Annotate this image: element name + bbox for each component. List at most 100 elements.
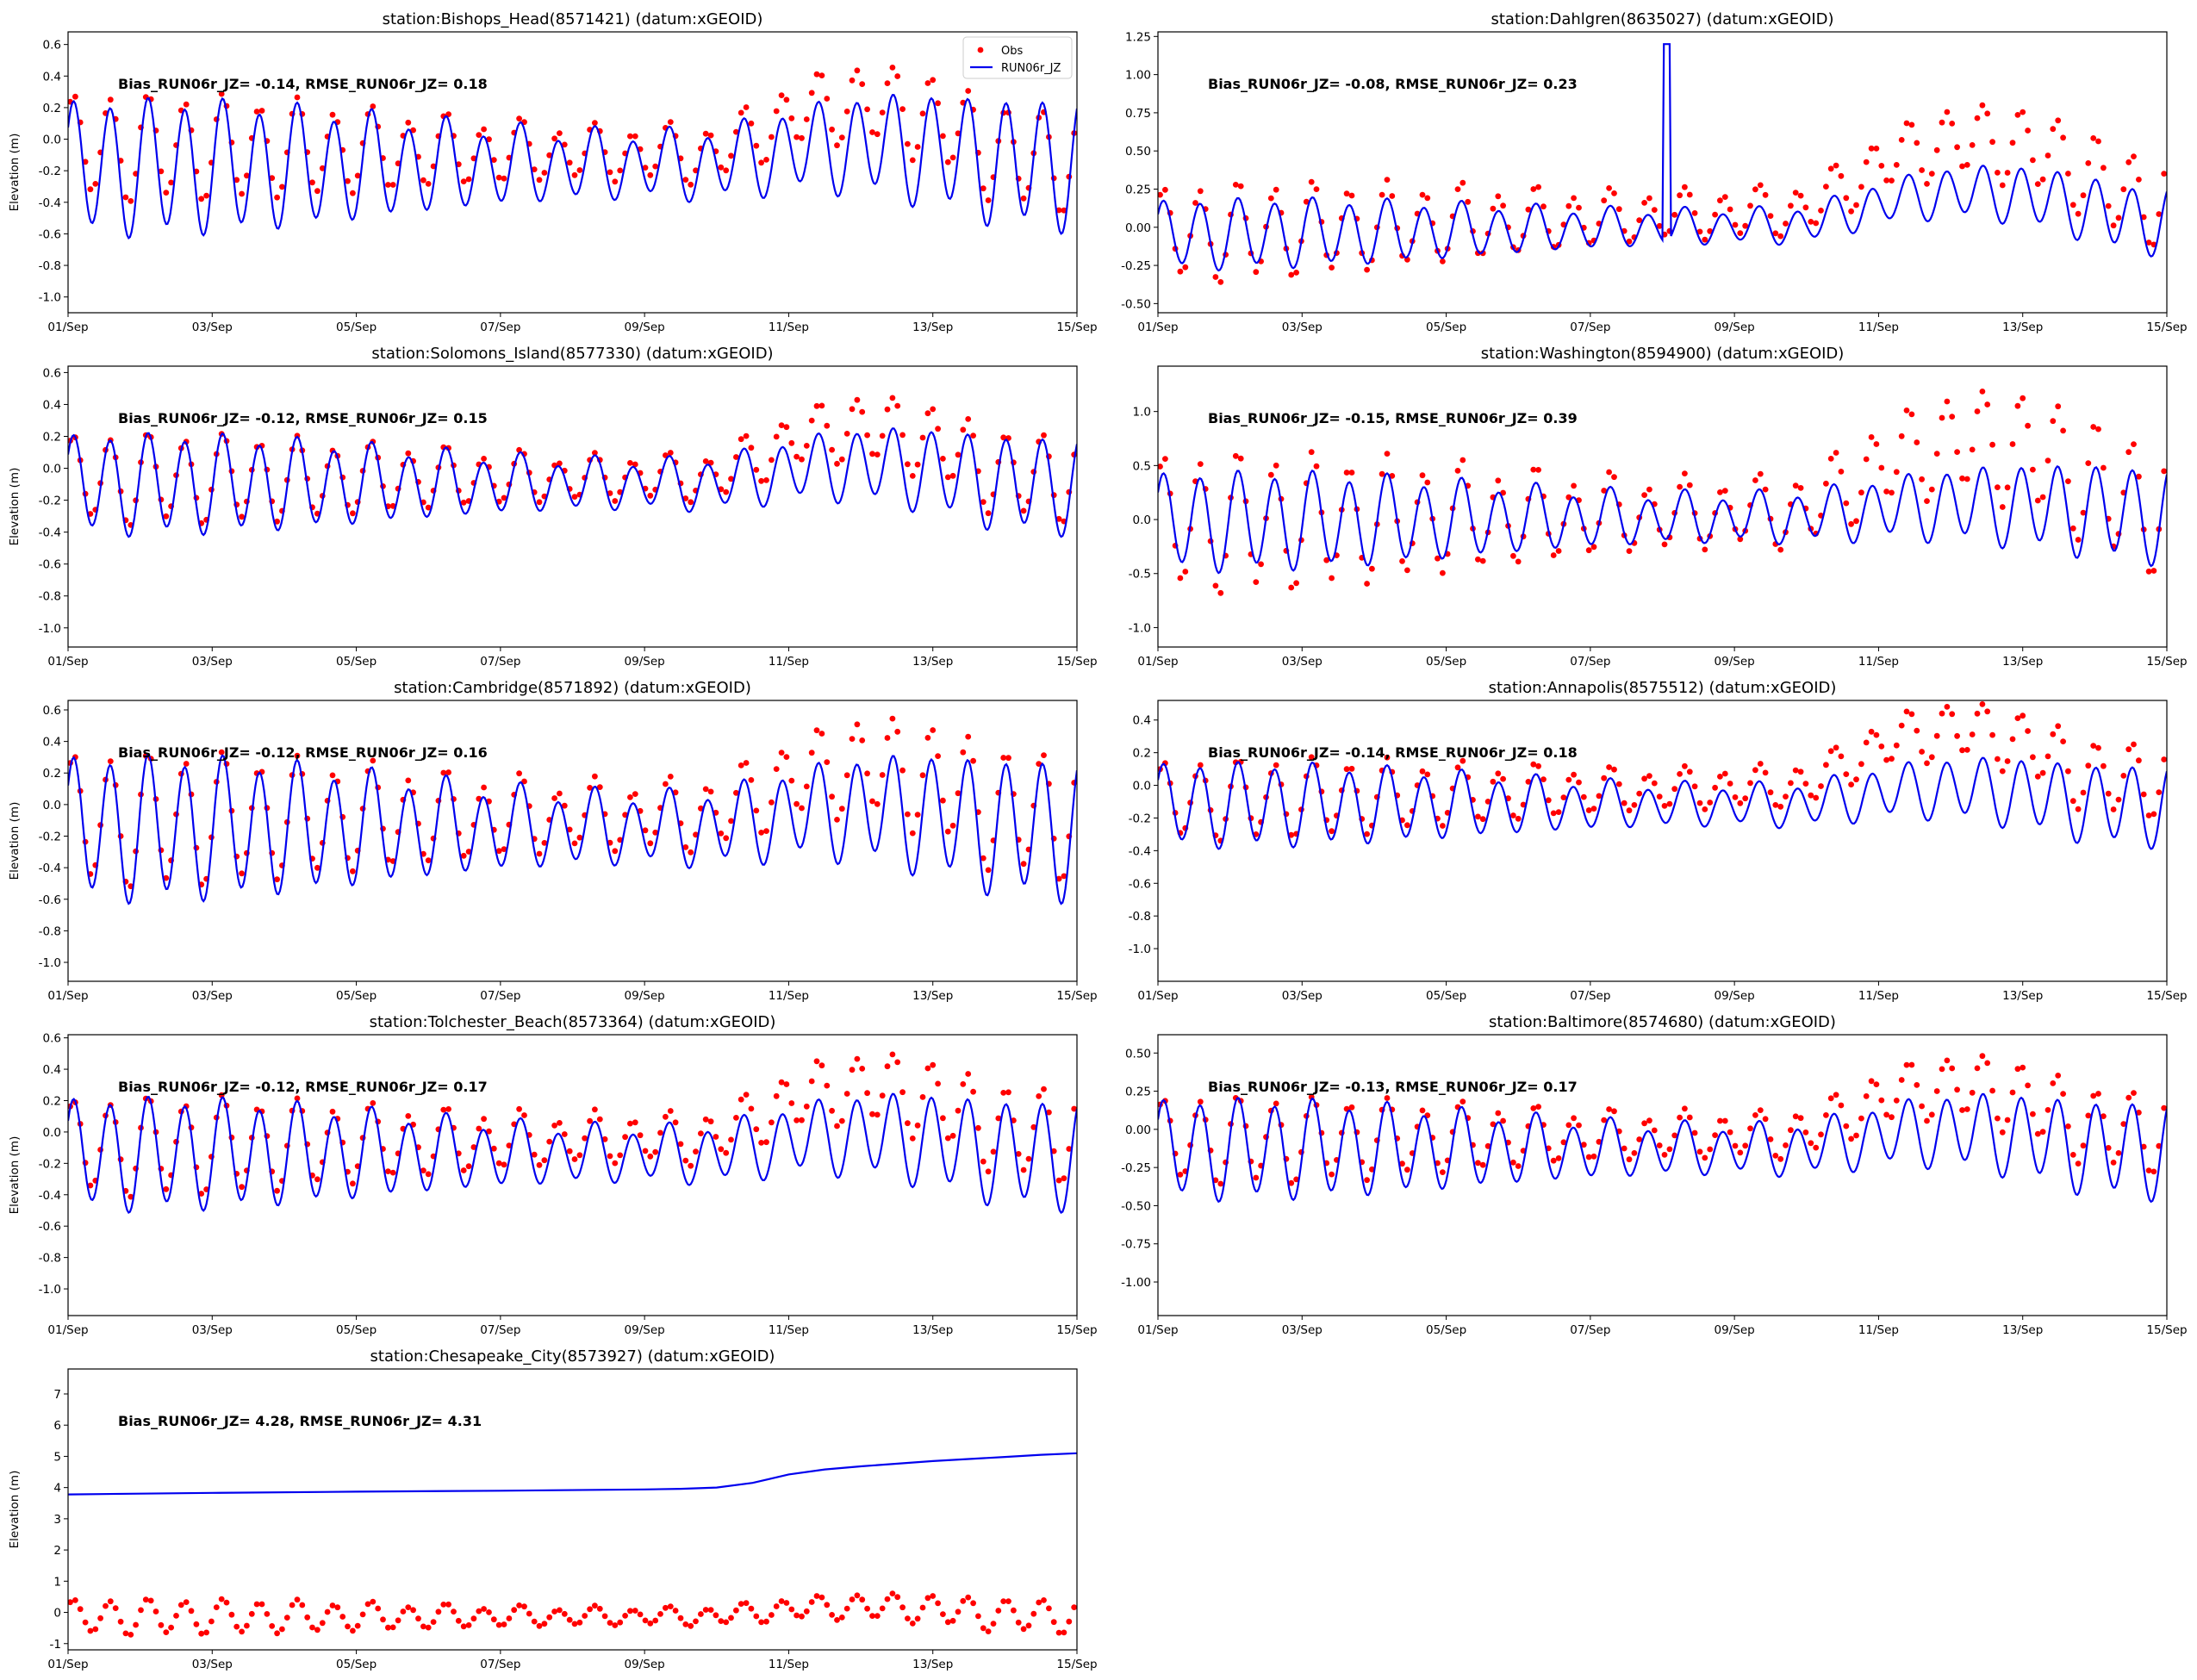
obs-point bbox=[944, 828, 951, 835]
obs-point bbox=[1560, 794, 1567, 800]
obs-point bbox=[728, 476, 734, 482]
obs-point bbox=[914, 1615, 921, 1622]
obs-point bbox=[980, 1625, 986, 1632]
obs-point bbox=[909, 1621, 916, 1627]
obs-point bbox=[1939, 710, 1945, 717]
obs-point bbox=[2161, 171, 2167, 177]
obs-point bbox=[430, 1619, 437, 1625]
obs-point bbox=[743, 1092, 750, 1098]
obs-point bbox=[2039, 176, 2046, 183]
y-tick-label: 0.2 bbox=[1133, 747, 1151, 761]
obs-point bbox=[949, 822, 956, 829]
obs-point bbox=[557, 460, 563, 467]
obs-point bbox=[380, 1616, 386, 1623]
obs-point bbox=[1898, 432, 1905, 439]
obs-point bbox=[526, 1610, 532, 1617]
obs-point bbox=[1979, 701, 1986, 707]
obs-point bbox=[1878, 744, 1885, 750]
obs-point bbox=[949, 1132, 956, 1139]
obs-point bbox=[1329, 575, 1335, 582]
obs-point bbox=[1727, 781, 1733, 787]
obs-point bbox=[778, 1598, 785, 1604]
obs-point bbox=[905, 140, 911, 147]
obs-point bbox=[1944, 398, 1951, 405]
obs-point bbox=[350, 190, 356, 196]
obs-point bbox=[1772, 230, 1779, 237]
obs-point bbox=[1459, 1098, 1466, 1104]
obs-point bbox=[894, 402, 901, 409]
y-tick-label: 0.6 bbox=[43, 366, 61, 380]
obs-point bbox=[420, 1167, 426, 1173]
obs-point bbox=[72, 1597, 78, 1603]
obs-point bbox=[82, 1619, 89, 1626]
obs-point bbox=[2110, 806, 2117, 812]
y-tick-label: -0.6 bbox=[39, 227, 61, 241]
y-tick-label: -0.4 bbox=[39, 1189, 61, 1203]
obs-point bbox=[551, 1123, 557, 1129]
y-tick-label: 1 bbox=[53, 1575, 61, 1589]
x-tick-label: 01/Sep bbox=[47, 320, 88, 334]
obs-point bbox=[778, 1079, 785, 1086]
x-tick-label: 11/Sep bbox=[1858, 320, 1899, 334]
station-panel-4: station:Washington(8594900) (datum:xGEOI… bbox=[1129, 345, 2188, 669]
obs-point bbox=[869, 1111, 875, 1117]
obs-point bbox=[1747, 1125, 1753, 1132]
obs-point bbox=[2131, 153, 2137, 160]
obs-point bbox=[2136, 473, 2142, 480]
obs-point bbox=[223, 1599, 230, 1606]
obs-point bbox=[389, 1169, 396, 1176]
obs-point bbox=[949, 154, 956, 161]
obs-point bbox=[838, 456, 845, 463]
obs-point bbox=[2075, 537, 2082, 543]
obs-point bbox=[647, 492, 654, 499]
obs-point bbox=[1827, 1095, 1834, 1102]
obs-point bbox=[879, 432, 886, 439]
y-tick-label: -0.6 bbox=[39, 893, 61, 907]
obs-point bbox=[753, 1126, 760, 1133]
obs-point bbox=[1889, 177, 1895, 184]
obs-point bbox=[1323, 557, 1330, 563]
obs-point bbox=[2101, 165, 2107, 171]
obs-point bbox=[1808, 219, 1814, 225]
obs-point bbox=[1797, 1115, 1804, 1122]
obs-point bbox=[551, 135, 557, 142]
obs-point bbox=[2034, 1130, 2041, 1137]
obs-point bbox=[758, 830, 764, 836]
obs-point bbox=[1914, 140, 1920, 146]
obs-point bbox=[980, 855, 986, 862]
obs-point bbox=[1641, 1120, 1647, 1127]
obs-point bbox=[309, 1624, 315, 1631]
obs-point bbox=[2090, 743, 2097, 749]
obs-point bbox=[1646, 1117, 1652, 1124]
obs-point bbox=[769, 799, 775, 806]
obs-point bbox=[1484, 799, 1491, 805]
x-tick-label: 09/Sep bbox=[1715, 655, 1755, 669]
obs-point bbox=[1666, 1146, 1673, 1153]
obs-point bbox=[68, 1599, 73, 1606]
obs-point bbox=[748, 120, 755, 127]
obs-point bbox=[92, 1626, 99, 1633]
obs-point bbox=[647, 1620, 654, 1627]
obs-point bbox=[208, 1618, 215, 1625]
y-tick-label: 1.25 bbox=[1125, 30, 1151, 44]
obs-point bbox=[733, 454, 739, 460]
obs-point bbox=[1389, 193, 1396, 199]
obs-point bbox=[2050, 731, 2057, 737]
obs-point bbox=[843, 431, 850, 437]
obs-point bbox=[1979, 102, 1986, 109]
obs-point bbox=[1863, 1093, 1870, 1099]
obs-point bbox=[753, 466, 760, 473]
obs-point bbox=[2115, 1150, 2122, 1156]
y-axis-label: Elevation (m) bbox=[8, 468, 22, 546]
obs-point bbox=[874, 131, 881, 138]
obs-point bbox=[763, 477, 769, 483]
obs-point bbox=[874, 1613, 881, 1619]
obs-point bbox=[1959, 163, 1965, 170]
obs-point bbox=[1005, 1598, 1011, 1604]
obs-point bbox=[2131, 741, 2137, 748]
obs-point bbox=[879, 1092, 886, 1099]
obs-point bbox=[1737, 536, 1744, 543]
obs-point bbox=[516, 770, 522, 777]
obs-point bbox=[824, 96, 831, 102]
obs-point bbox=[753, 1613, 760, 1620]
